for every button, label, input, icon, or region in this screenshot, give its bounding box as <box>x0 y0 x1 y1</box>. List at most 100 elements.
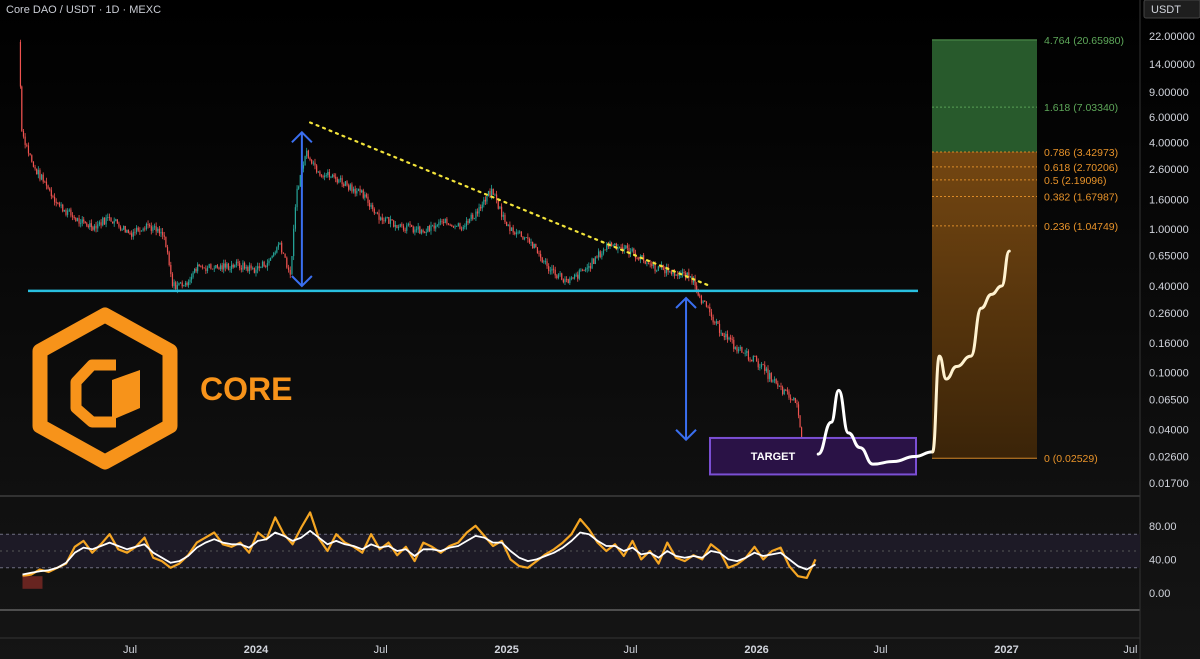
price-candle <box>548 266 550 271</box>
annotations[interactable]: TARGET <box>28 121 918 476</box>
price-candle <box>420 230 423 234</box>
price-candle <box>205 268 207 271</box>
price-candle <box>483 199 485 205</box>
downtrend-line[interactable] <box>308 121 712 288</box>
price-candle <box>707 306 709 308</box>
price-candle <box>307 150 309 158</box>
price-candle <box>499 206 501 209</box>
price-candle <box>551 268 553 271</box>
price-candle <box>287 267 290 270</box>
price-candle <box>528 238 531 243</box>
price-candle <box>266 263 268 267</box>
price-candle <box>535 243 537 248</box>
fib-level-label: 0 (0.02529) <box>1044 453 1098 465</box>
price-candle <box>797 404 800 416</box>
price-candle <box>532 242 534 249</box>
price-candle <box>509 224 511 232</box>
price-candle <box>586 267 588 269</box>
price-candle <box>759 366 761 368</box>
fib-extension-tool[interactable]: 4.764 (20.65980) 1.618 (7.03340) 0.786 (3.… <box>932 35 1124 465</box>
price-candle <box>171 273 174 286</box>
price-candle <box>480 207 482 209</box>
price-candle <box>567 279 569 283</box>
price-candle <box>322 176 324 178</box>
time-axis[interactable]: Jul 2024 Jul 2025 Jul 2026 Jul 2027 Jul <box>123 644 1138 656</box>
price-candle <box>265 266 267 268</box>
price-candle <box>772 380 774 382</box>
price-candle <box>604 249 606 251</box>
price-candle <box>664 269 666 274</box>
price-candle <box>785 389 787 391</box>
price-candle <box>73 216 75 219</box>
price-candle <box>26 144 28 146</box>
target-box[interactable] <box>709 436 917 476</box>
time-tick-label: 2027 <box>994 644 1018 656</box>
price-candle <box>566 279 568 280</box>
price-tick-label: 0.65000 <box>1149 251 1189 263</box>
price-candle <box>232 264 234 268</box>
currency-badge-box[interactable] <box>1143 0 1200 19</box>
measure-arrow-left[interactable] <box>291 130 313 288</box>
price-candle <box>81 219 83 223</box>
projection-path-white[interactable] <box>816 388 935 466</box>
price-candle <box>229 268 231 270</box>
price-candle <box>801 427 803 442</box>
price-candle <box>478 207 480 214</box>
price-candle <box>388 217 390 224</box>
symbol-title[interactable]: Core DAO / USDT · 1D · MEXC <box>6 4 161 16</box>
price-candle <box>134 231 136 233</box>
price-candle <box>549 270 551 272</box>
price-candle <box>166 247 169 253</box>
price-candle <box>140 230 143 232</box>
time-tick-label: Jul <box>374 644 388 656</box>
price-candle <box>100 222 102 226</box>
price-candle <box>765 368 767 371</box>
projection-path-cream[interactable] <box>931 249 1011 454</box>
price-candle <box>52 196 54 197</box>
price-candle <box>76 218 79 221</box>
price-tick-label: 0.06500 <box>1149 394 1189 406</box>
price-candle <box>162 231 164 236</box>
price-candle <box>596 256 598 258</box>
price-candle <box>65 210 67 215</box>
price-axis[interactable]: 22.00000 14.00000 9.00000 6.00000 4.00000 2.6… <box>1149 31 1195 490</box>
price-candle <box>50 190 52 197</box>
price-tick-label: 0.02600 <box>1149 451 1189 463</box>
price-candle <box>383 220 385 222</box>
price-candle <box>129 232 131 234</box>
price-candle <box>68 209 70 211</box>
price-candle <box>247 266 249 272</box>
price-candle <box>45 181 48 186</box>
currency-badge[interactable]: USDT <box>1151 4 1181 16</box>
price-candle <box>293 228 295 257</box>
price-candle <box>495 194 498 200</box>
price-candle <box>187 281 190 286</box>
price-tick-label: 6.00000 <box>1149 112 1189 124</box>
price-candle <box>63 210 65 212</box>
price-candle <box>594 256 596 265</box>
price-candle <box>689 276 692 278</box>
price-candle <box>36 168 38 175</box>
price-candle <box>126 229 128 233</box>
price-candle <box>37 170 39 175</box>
osc-oversold-fill <box>22 576 43 589</box>
price-candle <box>527 237 529 239</box>
price-tick-label: 0.10000 <box>1149 367 1189 379</box>
price-candle <box>686 272 688 279</box>
price-candle <box>414 229 416 233</box>
price-candle <box>626 245 629 248</box>
price-candle <box>216 265 218 268</box>
measure-arrow-right[interactable] <box>675 296 697 442</box>
price-candle <box>157 228 159 232</box>
price-candle <box>87 225 89 227</box>
price-candle <box>213 268 215 270</box>
price-candle <box>636 258 638 259</box>
price-candle <box>556 275 558 279</box>
price-candle <box>628 247 630 255</box>
price-candle <box>412 226 414 233</box>
price-candle <box>517 232 519 234</box>
price-candle <box>476 211 479 214</box>
price-candle <box>90 223 92 228</box>
projection-path[interactable] <box>816 249 1011 466</box>
price-candle <box>281 242 283 253</box>
